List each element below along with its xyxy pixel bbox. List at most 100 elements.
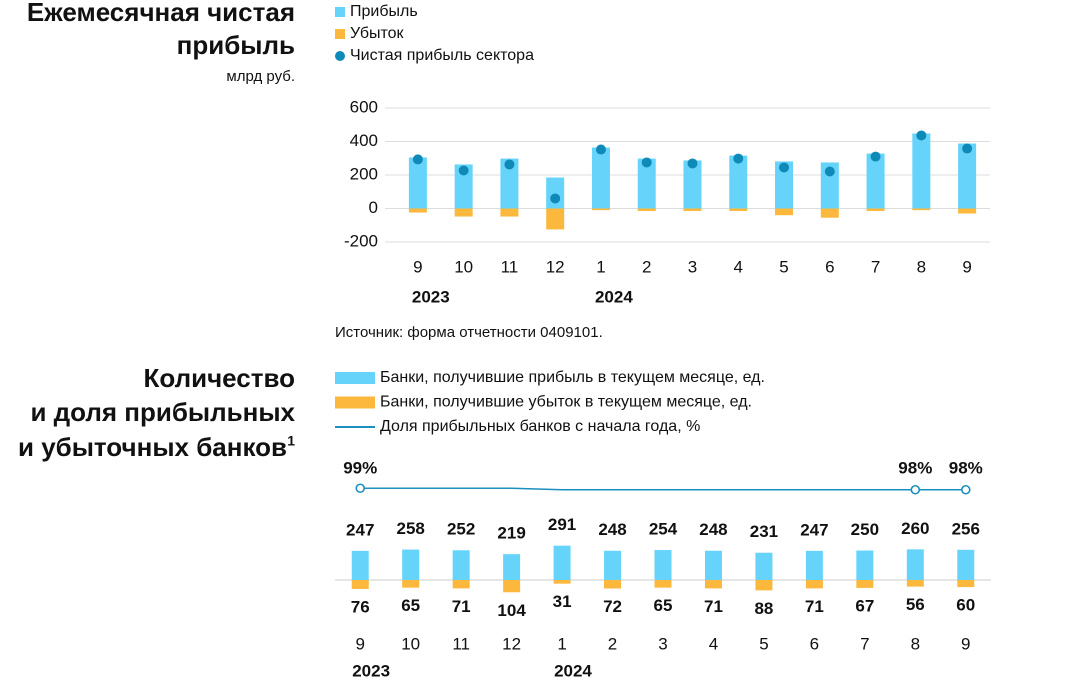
bar (408, 157, 427, 209)
legend-swatch (335, 29, 345, 39)
legend-label: Банки, получившие убыток в текущем месяц… (380, 394, 752, 411)
data-label: 72 (603, 597, 622, 616)
bar (452, 550, 470, 580)
x-group-label: 2023 (352, 661, 390, 680)
data-label: 231 (750, 522, 778, 541)
bar (775, 208, 794, 216)
x-tick-label: 10 (454, 257, 473, 276)
bar (604, 550, 622, 580)
bar (755, 580, 773, 591)
x-tick-label: 3 (658, 634, 667, 653)
x-tick-label: 8 (911, 634, 920, 653)
bar (408, 208, 427, 213)
bar (402, 549, 420, 580)
bar (546, 208, 565, 230)
net-profit-dot (595, 144, 606, 155)
bar (546, 177, 565, 209)
bar (704, 580, 722, 589)
x-tick-label: 12 (546, 257, 565, 276)
x-tick-label: 7 (860, 634, 869, 653)
x-tick-label: 1 (557, 634, 566, 653)
chart-subtitle: млрд руб. (226, 68, 295, 85)
data-label: 71 (704, 597, 723, 616)
x-tick-label: 11 (501, 257, 519, 276)
bar (775, 161, 794, 209)
x-tick-label: 2 (608, 634, 617, 653)
y-tick-label: 600 (350, 97, 378, 116)
bar (856, 580, 874, 588)
data-label: 65 (401, 596, 420, 615)
legend-swatch (335, 396, 375, 409)
net-profit-dot (458, 165, 469, 176)
data-label: 291 (548, 515, 576, 534)
net-profit-dot (687, 158, 698, 169)
share-label: 98% (898, 458, 932, 477)
bar (958, 143, 977, 209)
bar (683, 208, 702, 212)
bar (654, 550, 672, 580)
bar (553, 545, 571, 580)
data-label: 67 (855, 596, 874, 615)
bar (604, 580, 622, 589)
chart-title: и доля прибыльных (30, 397, 295, 427)
bar (591, 208, 610, 211)
y-tick-label: -200 (344, 231, 378, 250)
bar (637, 158, 656, 209)
x-tick-label: 3 (688, 257, 697, 276)
x-tick-label: 7 (871, 257, 880, 276)
source-note: Источник: форма отчетности 0409101. (335, 324, 603, 341)
share-line (360, 487, 966, 491)
data-label: 65 (654, 596, 673, 615)
bar (820, 162, 839, 209)
data-label: 252 (447, 520, 475, 539)
bar (500, 158, 519, 209)
x-tick-label: 11 (452, 634, 470, 653)
chart-title: прибыль (177, 30, 295, 60)
bar (958, 208, 977, 214)
share-point (960, 484, 971, 495)
legend-swatch (335, 7, 345, 17)
legend-swatch (335, 372, 375, 384)
x-group-label: 2024 (554, 661, 592, 680)
data-label: 248 (598, 520, 626, 539)
share-label: 99% (343, 458, 377, 477)
data-label: 250 (851, 520, 879, 539)
x-tick-label: 6 (825, 257, 834, 276)
title-footnote: 1 (287, 433, 295, 449)
x-tick-label: 6 (810, 634, 819, 653)
bar (637, 208, 656, 212)
data-label: 60 (956, 596, 975, 615)
x-tick-label: 4 (709, 634, 718, 653)
bar (402, 580, 420, 588)
net-profit-dot (870, 151, 881, 162)
data-label: 247 (346, 520, 374, 539)
bar (553, 580, 571, 584)
data-label: 104 (497, 601, 526, 620)
bar (454, 164, 473, 209)
bar (912, 133, 931, 209)
share-point (355, 483, 366, 494)
bar (912, 208, 931, 211)
bar (503, 554, 521, 580)
x-tick-label: 4 (734, 257, 743, 276)
bar (957, 580, 975, 588)
data-label: 247 (800, 520, 828, 539)
legend-label: Прибыль (350, 3, 418, 20)
x-group-label: 2024 (595, 287, 633, 306)
bar (351, 550, 369, 580)
bar (866, 153, 885, 209)
x-tick-label: 5 (759, 634, 768, 653)
bar (755, 552, 773, 580)
x-tick-label: 1 (596, 257, 605, 276)
data-label: 76 (351, 597, 370, 616)
data-label: 258 (397, 519, 425, 538)
chart-title: Ежемесячная чистая (27, 0, 295, 27)
legend-label: Чистая прибыль сектора (350, 47, 534, 64)
x-tick-label: 10 (401, 634, 420, 653)
net-profit-dot (962, 143, 973, 154)
x-group-label: 2023 (412, 287, 450, 306)
legend-label: Банки, получившие прибыль в текущем меся… (380, 369, 765, 386)
bar (856, 550, 874, 580)
x-tick-label: 9 (355, 634, 364, 653)
